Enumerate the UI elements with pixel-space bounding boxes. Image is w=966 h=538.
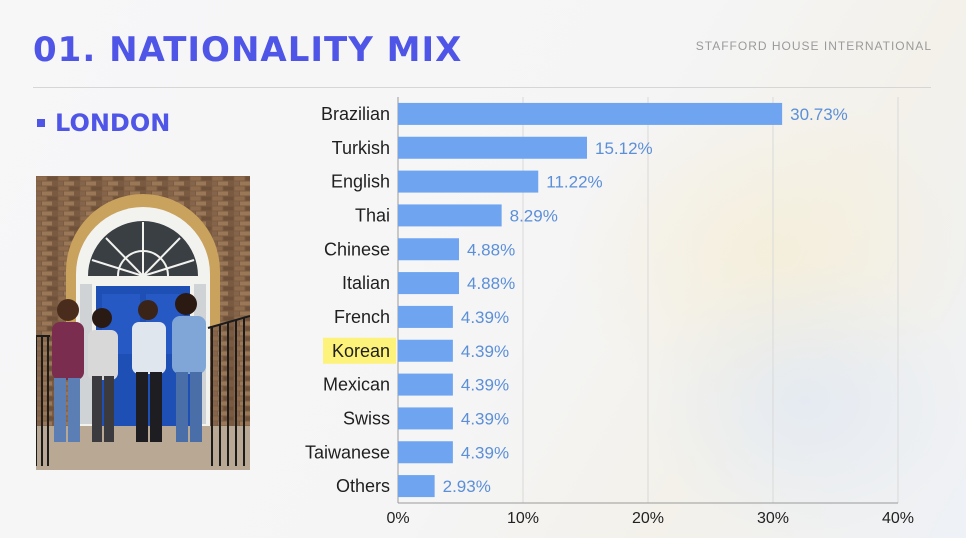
section-heading: LONDON: [37, 109, 170, 137]
bar-english: [398, 170, 539, 193]
bar-turkish: [398, 136, 587, 159]
value-label: 8.29%: [510, 206, 558, 225]
x-tick-label: 10%: [507, 510, 539, 527]
group-photo: [36, 176, 250, 470]
value-label: 2.93%: [443, 477, 491, 496]
background-glow-secondary: [640, 260, 966, 538]
bar-taiwanese: [398, 441, 453, 464]
bar-thai: [398, 204, 502, 227]
value-label: 15.12%: [595, 139, 653, 158]
chart-bars: [398, 102, 783, 498]
bar-swiss: [398, 407, 453, 430]
value-label: 4.39%: [461, 308, 509, 327]
category-label: Chinese: [324, 239, 390, 259]
category-label: Others: [336, 476, 390, 496]
category-label: Mexican: [323, 375, 390, 395]
chart-value-labels: 30.73% 15.12% 11.22% 8.29% 4.88% 4.88% 4.39% 4.…: [443, 105, 848, 496]
value-label: 4.39%: [461, 342, 509, 361]
x-tick-label: 0%: [386, 510, 409, 527]
category-label: Korean: [332, 341, 390, 361]
section-label: LONDON: [55, 109, 171, 137]
value-label: 4.88%: [467, 274, 515, 293]
value-label: 4.88%: [467, 240, 515, 259]
category-label: Turkish: [332, 138, 390, 158]
bar-italian: [398, 272, 459, 295]
category-label: Brazilian: [321, 104, 390, 124]
x-tick-label: 40%: [882, 510, 914, 527]
x-tick-label: 30%: [757, 510, 789, 527]
group-photo-image: [36, 176, 250, 470]
bar-brazilian: [398, 102, 783, 125]
category-label: Italian: [342, 273, 390, 293]
square-bullet-icon: [37, 119, 45, 127]
page-title: 01. NATIONALITY MIX: [33, 30, 463, 70]
category-label: Thai: [355, 205, 390, 225]
highlight-marker: [323, 337, 396, 364]
bar-mexican: [398, 373, 453, 396]
category-label: English: [331, 172, 390, 192]
header-divider: [33, 87, 931, 88]
chart-category-labels: Brazilian Turkish English Thai Chinese Italia…: [305, 104, 396, 496]
bar-others: [398, 475, 435, 498]
value-label: 4.39%: [461, 443, 509, 462]
chart-gridlines: [397, 97, 899, 504]
bar-chinese: [398, 238, 459, 261]
chart-x-tick-labels: 0% 10% 20% 30% 40%: [386, 510, 914, 527]
value-label: 4.39%: [461, 409, 509, 428]
category-label: Taiwanese: [305, 442, 390, 462]
brand-label: STAFFORD HOUSE INTERNATIONAL: [695, 39, 932, 53]
bar-korean: [398, 339, 453, 362]
value-label: 11.22%: [546, 173, 602, 192]
category-label: Swiss: [343, 408, 390, 428]
x-tick-label: 20%: [632, 510, 664, 527]
category-label: French: [334, 307, 390, 327]
value-label: 4.39%: [461, 376, 509, 395]
value-label: 30.73%: [790, 105, 848, 124]
bar-french: [398, 305, 453, 328]
